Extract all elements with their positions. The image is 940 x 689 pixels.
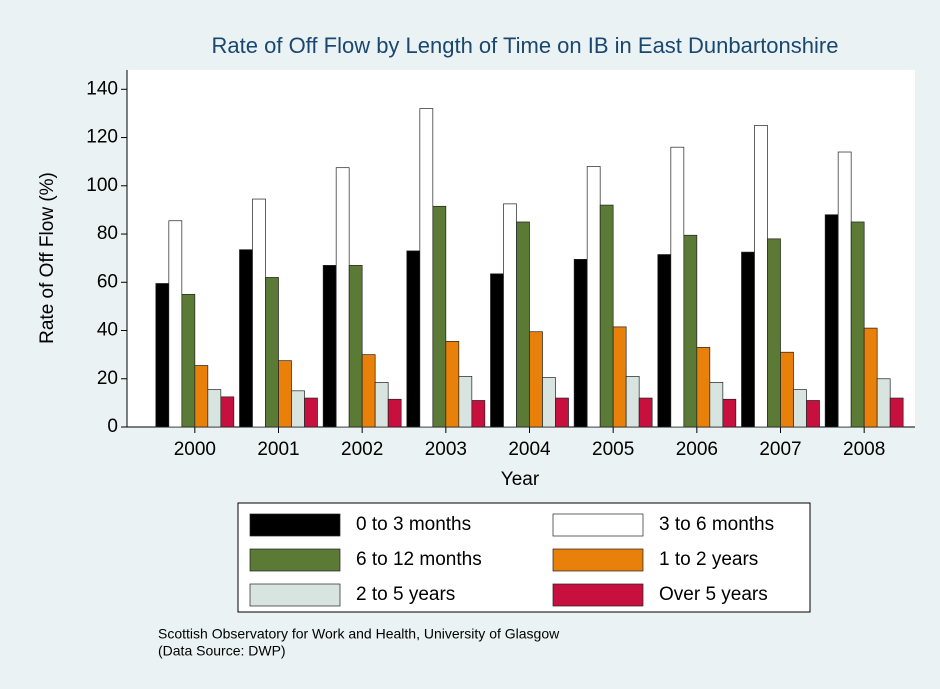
bar xyxy=(599,204,614,428)
bar xyxy=(824,214,839,428)
bar xyxy=(207,389,222,428)
bar xyxy=(291,390,305,428)
x-tick-label: 2001 xyxy=(257,439,299,460)
y-tick-label: 100 xyxy=(86,175,118,196)
x-tick-label: 2007 xyxy=(759,439,801,460)
bar xyxy=(806,400,820,428)
bar xyxy=(406,250,421,428)
bar xyxy=(348,265,363,428)
x-tick-label: 2005 xyxy=(592,439,634,460)
legend-swatch xyxy=(249,548,341,572)
bar xyxy=(265,277,279,428)
bar xyxy=(657,254,672,428)
x-axis-label: Year xyxy=(501,469,540,490)
bar xyxy=(335,167,350,428)
x-tick-label: 2008 xyxy=(843,439,885,460)
bar xyxy=(458,375,473,428)
bar xyxy=(876,378,891,428)
legend-swatch xyxy=(249,513,341,537)
bar xyxy=(780,351,794,428)
bar xyxy=(573,259,588,428)
bar xyxy=(168,220,183,428)
bar xyxy=(850,221,865,428)
legend-label: 3 to 6 months xyxy=(659,514,774,535)
bar xyxy=(181,293,196,428)
bar xyxy=(471,400,486,428)
y-tick-label: 20 xyxy=(97,368,118,389)
bar xyxy=(374,382,389,428)
chart-title: Rate of Off Flow by Length of Time on IB… xyxy=(212,33,839,58)
bar xyxy=(432,205,447,428)
bar xyxy=(490,273,504,428)
bar xyxy=(304,397,318,428)
bar xyxy=(194,365,209,428)
legend-label: 2 to 5 years xyxy=(356,584,455,605)
bar xyxy=(239,249,253,428)
bar xyxy=(696,347,711,428)
bar xyxy=(220,396,235,428)
bar xyxy=(322,265,337,428)
bar xyxy=(419,108,434,428)
bar xyxy=(793,389,807,428)
bar xyxy=(612,326,627,428)
bar xyxy=(529,331,543,428)
bar xyxy=(837,151,852,428)
bar xyxy=(767,238,781,428)
bar xyxy=(252,198,266,428)
bar xyxy=(722,398,737,428)
x-tick-label: 2003 xyxy=(425,439,467,460)
y-axis-label: Rate of Off Flow (%) xyxy=(37,172,58,344)
y-tick-label: 80 xyxy=(97,223,118,244)
bar xyxy=(445,341,460,428)
x-tick-label: 2004 xyxy=(508,439,551,460)
bar xyxy=(516,221,530,428)
legend-label: Over 5 years xyxy=(659,584,768,605)
legend-label: 1 to 2 years xyxy=(659,549,758,570)
bar xyxy=(542,377,556,428)
note: Scottish Observatory for Work and Health… xyxy=(158,626,560,642)
bar xyxy=(709,382,724,428)
bar xyxy=(387,398,402,428)
x-tick-label: 2000 xyxy=(174,439,216,460)
y-tick-label: 60 xyxy=(97,271,118,292)
bar xyxy=(741,251,755,428)
legend-label: 6 to 12 months xyxy=(356,549,482,570)
y-tick-label: 0 xyxy=(107,416,118,437)
bar xyxy=(361,354,376,428)
bar xyxy=(863,327,878,428)
note: (Data Source: DWP) xyxy=(158,643,286,659)
y-tick-label: 140 xyxy=(86,78,118,99)
y-tick-label: 120 xyxy=(86,127,118,148)
legend-swatch xyxy=(552,548,644,572)
legend-label: 0 to 3 months xyxy=(356,514,471,535)
bar xyxy=(683,234,698,428)
bar xyxy=(555,397,569,428)
legend-swatch xyxy=(552,583,644,607)
x-tick-label: 2006 xyxy=(676,439,718,460)
x-tick-label: 2002 xyxy=(341,439,383,460)
bar xyxy=(586,166,601,428)
bar xyxy=(889,397,904,428)
bar xyxy=(638,397,653,428)
bar xyxy=(670,146,685,428)
bar xyxy=(278,360,292,428)
legend-swatch xyxy=(249,583,341,607)
legend-swatch xyxy=(552,513,644,537)
bar xyxy=(754,125,768,428)
y-tick-label: 40 xyxy=(97,320,118,341)
bar xyxy=(503,203,517,428)
bar xyxy=(625,375,640,428)
bar xyxy=(155,283,170,428)
